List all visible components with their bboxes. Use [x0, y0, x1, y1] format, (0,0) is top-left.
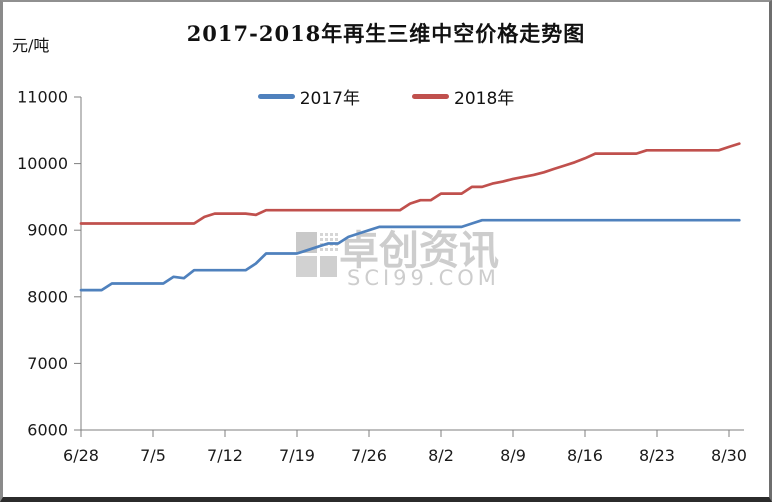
series-line-2017年 [79, 218, 741, 292]
x-tick-label: 6/28 [63, 446, 99, 465]
x-axis [80, 429, 744, 437]
legend-swatch-2018-icon [412, 94, 449, 99]
legend-label-2018: 2018年 [454, 89, 515, 109]
x-tick-label: 7/19 [279, 446, 315, 465]
x-tick-label: 8/9 [500, 446, 526, 465]
y-tick-label: 10000 [17, 154, 68, 173]
watermark-text-url: SCI99.COM [347, 266, 500, 290]
y-tick-label: 11000 [17, 88, 68, 107]
legend-label-2017: 2017年 [299, 89, 360, 109]
x-tick-label: 8/23 [639, 446, 675, 465]
chart-title: 2017-2018年再生三维中空价格走势图 [186, 21, 586, 46]
legend-item-2017: 2017年 [257, 84, 360, 109]
legend-swatch-2017-icon [257, 94, 295, 99]
legend-item-2018: 2018年 [412, 84, 514, 109]
y-tick-label: 8000 [27, 287, 68, 306]
price-trend-line-chart: 卓创资讯SCI99.COM600070008000900010000110006… [17, 88, 747, 466]
x-tick-label: 7/5 [140, 446, 166, 465]
y-axis-unit-label: 元/吨 [12, 36, 50, 55]
x-tick-label: 7/12 [207, 446, 243, 465]
x-tick-label: 8/30 [711, 446, 747, 465]
watermark-text-cn: 卓创资讯 [339, 228, 499, 274]
x-tick-label: 8/16 [567, 446, 603, 465]
x-tick-label: 7/26 [351, 446, 387, 465]
y-tick-label: 6000 [27, 421, 68, 440]
y-axis [74, 96, 82, 431]
y-axis-labels: 6000 7000 8000 9000 10000 11000 [17, 88, 68, 440]
series-line-2018年 [79, 142, 741, 225]
legend: 2017年 2018年 [3, 84, 769, 109]
x-tick-label: 8/2 [428, 446, 454, 465]
y-tick-label: 7000 [27, 354, 68, 373]
x-axis-labels: 6/28 7/5 7/12 7/19 7/26 8/2 8/9 8/16 8/23 8/30 [63, 446, 747, 465]
y-tick-label: 9000 [27, 221, 68, 240]
